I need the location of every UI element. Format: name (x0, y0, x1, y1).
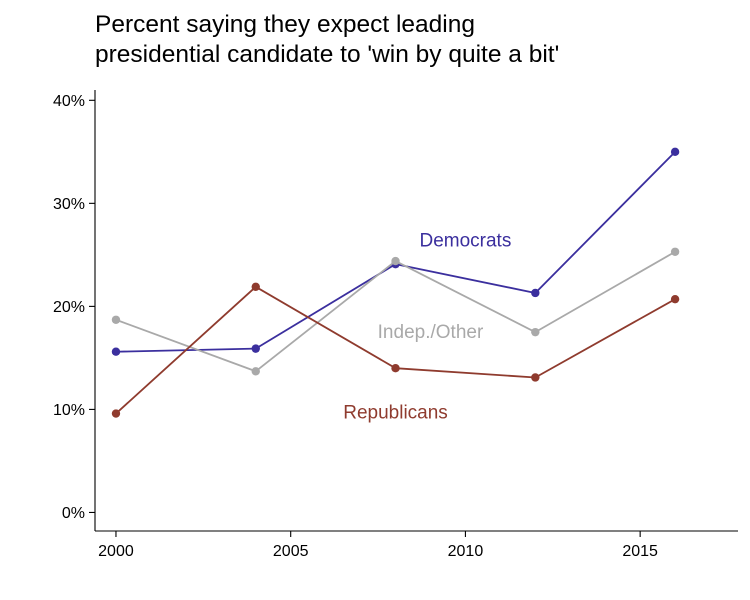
data-point-democrats (111, 347, 121, 356)
y-tick-label: 30% (53, 196, 85, 213)
data-point-indep-other (391, 256, 400, 266)
y-tick-label: 20% (53, 299, 85, 316)
data-point-republicans (391, 364, 400, 373)
data-point-indep-other (111, 315, 121, 324)
data-point-republicans (111, 409, 121, 418)
data-point-indep-other (670, 247, 680, 256)
y-tick-label: 40% (53, 93, 85, 110)
data-point-democrats (251, 344, 260, 353)
data-point-indep-other (531, 327, 540, 337)
series-line-indep-other (115, 250, 676, 373)
data-point-republicans (251, 282, 260, 292)
data-point-indep-other (251, 367, 260, 376)
x-tick-label: 2005 (273, 543, 309, 560)
x-tick-label: 2000 (98, 543, 134, 560)
y-tick-label: 10% (53, 402, 85, 419)
data-point-democrats (670, 147, 680, 157)
data-point-democrats (531, 288, 540, 298)
series-label-democrats: Democrats (419, 230, 511, 251)
data-point-republicans (531, 373, 540, 382)
chart-title-line-2: presidential candidate to 'win by quite … (95, 41, 560, 68)
x-tick-label: 2015 (622, 543, 658, 560)
chart-title-line-1: Percent saying they expect leading (95, 11, 475, 38)
data-point-republicans (670, 294, 680, 304)
chart-title: Percent saying they expect leading presi… (95, 10, 735, 70)
x-tick-label: 2010 (448, 543, 484, 560)
y-tick-label: 0% (62, 505, 85, 522)
series-label-republicans: Republicans (343, 402, 448, 423)
series-label-indep-other: Indep./Other (378, 322, 484, 343)
